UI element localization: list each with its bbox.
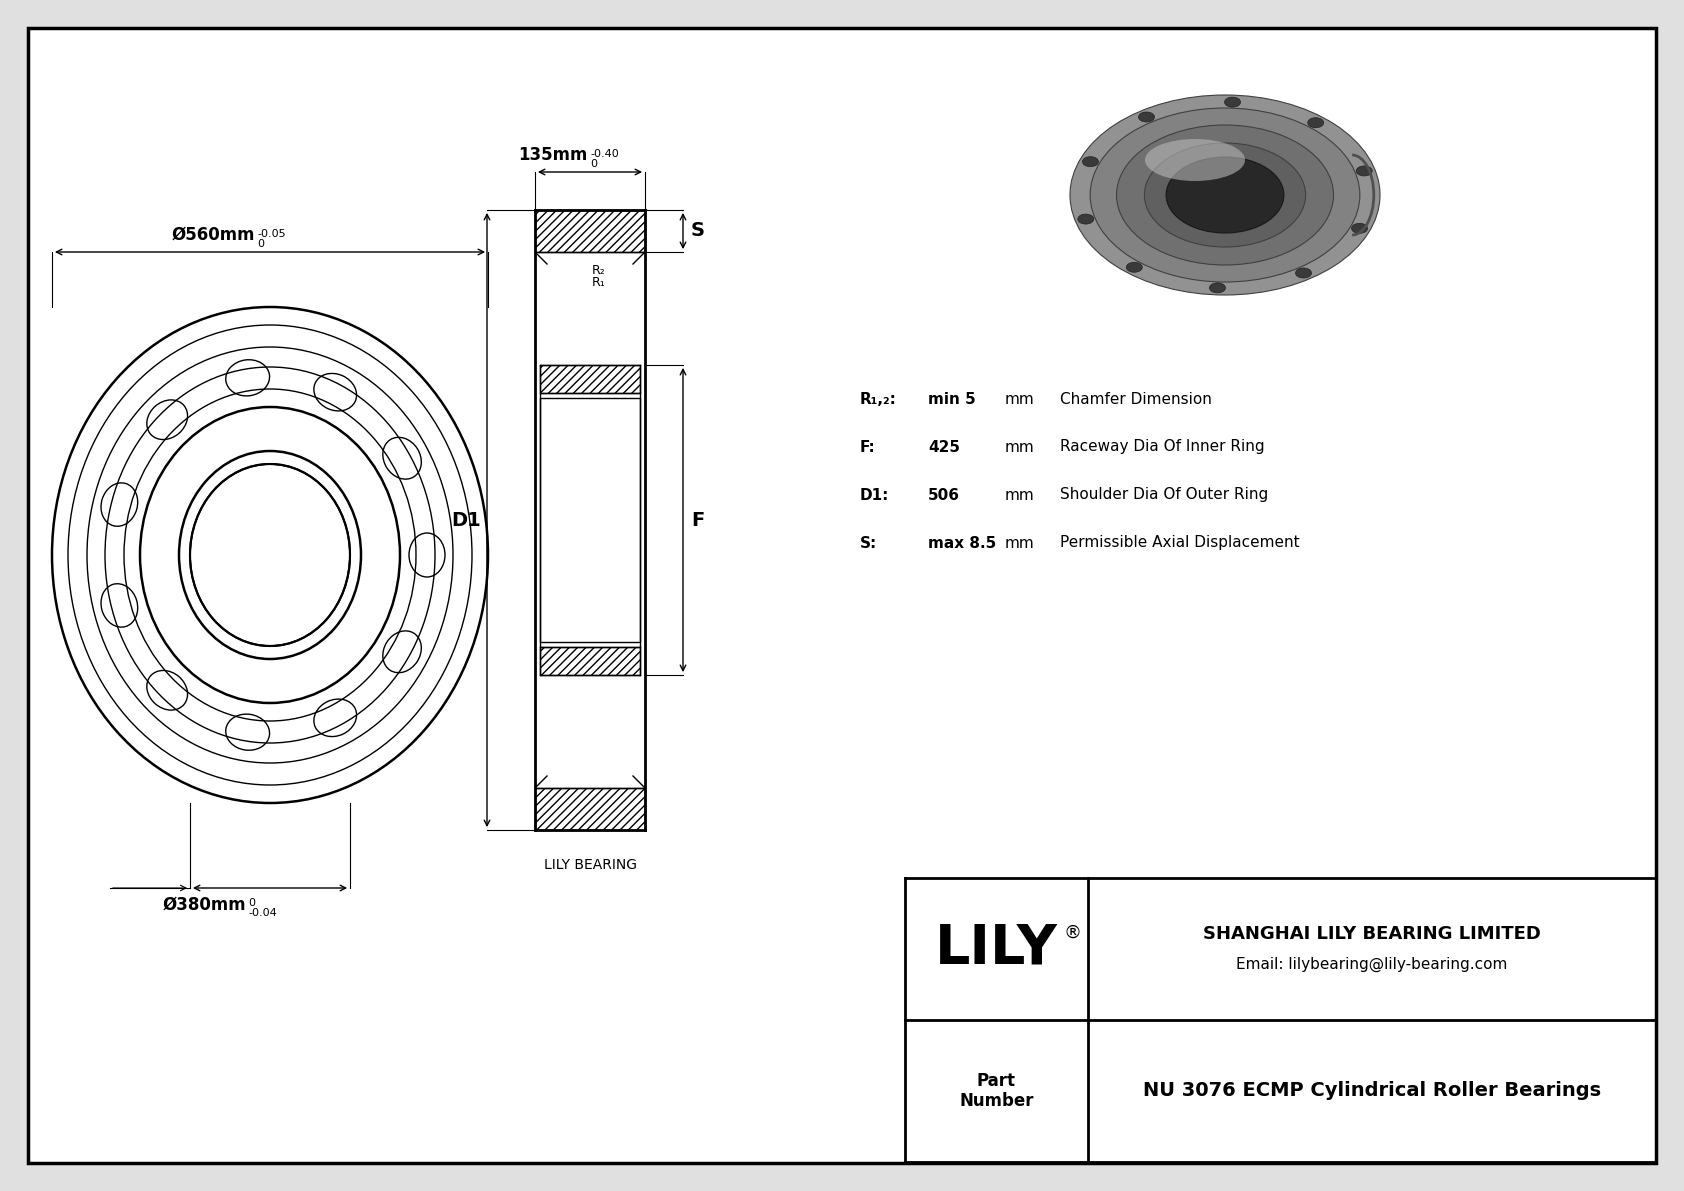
Text: 506: 506 — [928, 487, 960, 503]
Text: 135mm: 135mm — [519, 146, 588, 164]
Text: max 8.5: max 8.5 — [928, 536, 997, 550]
Ellipse shape — [190, 464, 350, 646]
Text: 0: 0 — [258, 239, 264, 249]
Text: Chamfer Dimension: Chamfer Dimension — [1059, 392, 1212, 406]
Text: 0: 0 — [589, 160, 598, 169]
Ellipse shape — [1224, 98, 1241, 107]
Text: D1:: D1: — [861, 487, 889, 503]
Ellipse shape — [1295, 268, 1312, 278]
Text: NU 3076 ECMP Cylindrical Roller Bearings: NU 3076 ECMP Cylindrical Roller Bearings — [1143, 1081, 1601, 1100]
Text: R₁,₂:: R₁,₂: — [861, 392, 898, 406]
Ellipse shape — [1083, 157, 1098, 167]
Text: mm: mm — [1005, 439, 1034, 455]
Ellipse shape — [1078, 214, 1095, 224]
Bar — [536, 252, 645, 788]
Bar — [536, 788, 645, 830]
Text: Part
Number: Part Number — [960, 1072, 1034, 1110]
Text: mm: mm — [1005, 392, 1034, 406]
Ellipse shape — [1356, 166, 1372, 176]
Text: Permissible Axial Displacement: Permissible Axial Displacement — [1059, 536, 1300, 550]
Bar — [541, 647, 640, 675]
Text: Raceway Dia Of Inner Ring: Raceway Dia Of Inner Ring — [1059, 439, 1265, 455]
Ellipse shape — [1165, 157, 1283, 233]
Bar — [541, 398, 640, 642]
Bar — [541, 364, 640, 393]
Text: R₁: R₁ — [593, 275, 606, 288]
Text: F: F — [690, 511, 704, 530]
Text: S:: S: — [861, 536, 877, 550]
Text: 425: 425 — [928, 439, 960, 455]
Ellipse shape — [1145, 139, 1244, 181]
Ellipse shape — [1352, 224, 1367, 233]
Ellipse shape — [1138, 112, 1155, 121]
Text: R₂: R₂ — [593, 263, 606, 276]
Text: mm: mm — [1005, 536, 1034, 550]
Text: S: S — [690, 222, 706, 241]
Ellipse shape — [1116, 125, 1334, 266]
Text: -0.05: -0.05 — [258, 229, 286, 239]
Text: SHANGHAI LILY BEARING LIMITED: SHANGHAI LILY BEARING LIMITED — [1202, 925, 1541, 943]
Text: min 5: min 5 — [928, 392, 975, 406]
Ellipse shape — [1127, 262, 1142, 273]
Text: Ø380mm: Ø380mm — [162, 896, 246, 913]
Text: -0.40: -0.40 — [589, 149, 618, 160]
Ellipse shape — [1145, 143, 1305, 247]
Ellipse shape — [1209, 283, 1226, 293]
Text: ®: ® — [1064, 924, 1081, 942]
Text: LILY BEARING: LILY BEARING — [544, 858, 637, 872]
Text: D1: D1 — [451, 511, 482, 530]
Ellipse shape — [1308, 118, 1324, 127]
Text: mm: mm — [1005, 487, 1034, 503]
Text: 0: 0 — [248, 898, 254, 908]
Text: Ø560mm: Ø560mm — [172, 226, 254, 244]
Text: F:: F: — [861, 439, 876, 455]
Text: Shoulder Dia Of Outer Ring: Shoulder Dia Of Outer Ring — [1059, 487, 1268, 503]
Text: Email: lilybearing@lily-bearing.com: Email: lilybearing@lily-bearing.com — [1236, 956, 1507, 972]
Ellipse shape — [1069, 95, 1379, 295]
Ellipse shape — [1090, 108, 1361, 282]
Bar — [536, 210, 645, 252]
Text: -0.04: -0.04 — [248, 908, 276, 918]
Text: LILY: LILY — [935, 922, 1058, 975]
